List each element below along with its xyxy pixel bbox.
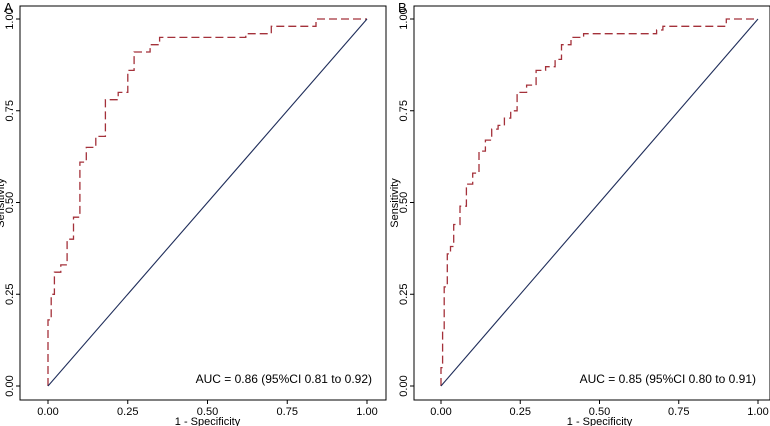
x-axis-title-b: 1 - Specificity <box>567 416 633 426</box>
x-tick-label-b: 0.75 <box>668 406 689 418</box>
y-axis-title-a: Sensitivity <box>0 178 7 228</box>
y-tick-label-a: 0.25 <box>4 284 16 305</box>
auc-annotation-a: AUC = 0.86 (95%CI 0.81 to 0.92) <box>196 372 372 386</box>
y-tick-label-a: 1.00 <box>4 8 16 29</box>
x-tick-label-b: 0.50 <box>589 406 610 418</box>
y-tick-label-b: 0.00 <box>398 375 410 396</box>
reference-line-b <box>440 18 759 387</box>
y-tick-label-b: 1.00 <box>398 8 410 29</box>
roc-curve-b <box>440 18 758 386</box>
y-axis-title-b: Sensitivity <box>389 178 401 228</box>
x-tick-label-a: 0.50 <box>197 406 218 418</box>
x-tick-label-a: 0.00 <box>37 406 58 418</box>
x-tick-label-a: 0.25 <box>117 406 138 418</box>
x-tick-label-b: 0.00 <box>430 406 451 418</box>
y-tick-label-b: 0.50 <box>398 192 410 213</box>
x-axis-title-a: 1 - Specificity <box>175 416 241 426</box>
y-tick-label-a: 0.75 <box>4 100 16 121</box>
roc-curve-a <box>47 18 367 386</box>
reference-line-a <box>47 18 368 387</box>
y-tick-label-b: 0.75 <box>398 100 410 121</box>
plot-frame-b <box>413 5 770 401</box>
x-tick-label-a: 1.00 <box>356 406 377 418</box>
y-tick-label-a: 0.00 <box>4 375 16 396</box>
panel-label-a: A <box>4 0 13 15</box>
x-tick-label-b: 0.25 <box>510 406 531 418</box>
auc-annotation-b: AUC = 0.85 (95%CI 0.80 to 0.91) <box>580 372 756 386</box>
x-tick-label-b: 1.00 <box>747 406 768 418</box>
panel-label-b: B <box>398 0 407 15</box>
y-tick-label-b: 0.25 <box>398 284 410 305</box>
x-tick-label-a: 0.75 <box>277 406 298 418</box>
y-tick-label-a: 0.50 <box>4 192 16 213</box>
plot-frame-a <box>19 5 387 401</box>
